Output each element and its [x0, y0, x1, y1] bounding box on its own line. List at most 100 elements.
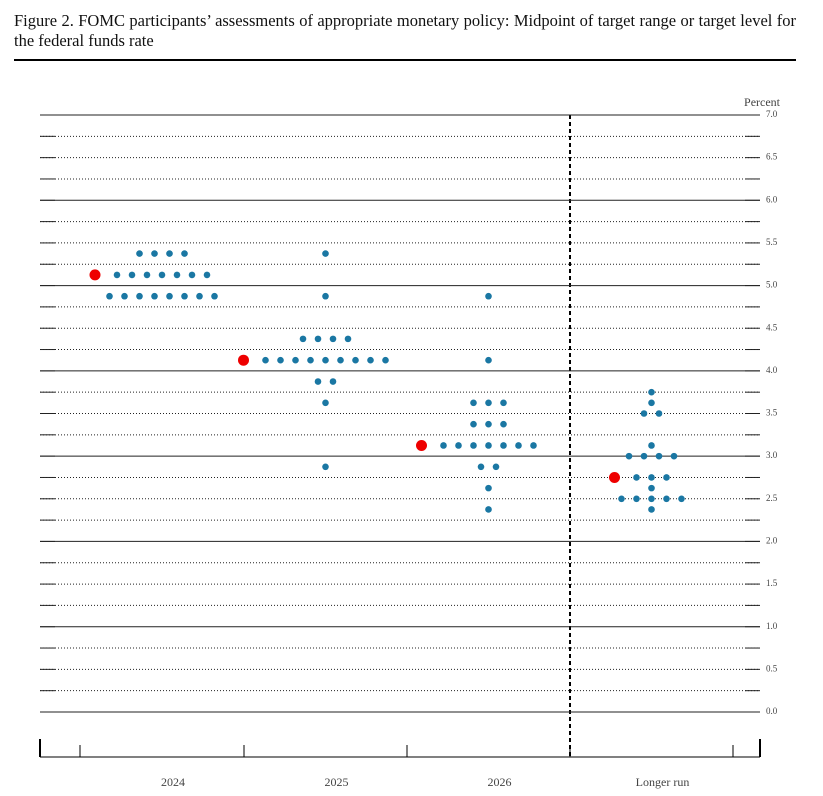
- participant-dot: [173, 271, 181, 279]
- participant-dot: [485, 420, 492, 428]
- participant-dot: [655, 452, 663, 460]
- participant-dot: [166, 292, 173, 300]
- y-tick-label: 7.0: [766, 109, 778, 119]
- participant-dot: [455, 442, 462, 449]
- participant-dot: [477, 463, 485, 471]
- x-tick-label: Longer run: [636, 775, 690, 789]
- median-dot: [238, 354, 249, 366]
- participant-dot: [470, 399, 477, 407]
- participant-dot: [329, 378, 337, 385]
- participant-dot: [322, 250, 329, 257]
- participant-dot: [299, 335, 307, 343]
- participant-dot: [322, 399, 329, 407]
- y-tick-label: 6.5: [766, 152, 778, 162]
- participant-dot: [640, 452, 648, 460]
- participant-dot: [485, 506, 492, 513]
- participant-dot: [136, 250, 143, 257]
- y-tick-label: 3.5: [766, 408, 778, 418]
- x-tick-label: 2026: [488, 775, 512, 789]
- participant-dot: [492, 463, 500, 471]
- participant-dot: [663, 495, 670, 503]
- participant-dot: [648, 484, 655, 492]
- participant-dot: [151, 292, 158, 300]
- participant-dot: [470, 420, 477, 428]
- participant-dot: [485, 292, 492, 300]
- median-dot: [416, 439, 427, 451]
- participant-dot: [530, 442, 537, 449]
- median-dot: [609, 471, 620, 483]
- participant-dot: [470, 442, 477, 449]
- y-tick-label: 5.5: [766, 237, 778, 247]
- participant-dot: [648, 495, 655, 503]
- y-tick-label: 6.0: [766, 194, 778, 204]
- participant-dot: [181, 250, 188, 257]
- participant-dot: [329, 335, 337, 343]
- participant-dot: [196, 292, 203, 300]
- participant-dot: [307, 356, 314, 364]
- participant-dot: [382, 356, 389, 364]
- participant-dot: [640, 410, 648, 417]
- participant-dot: [485, 356, 492, 364]
- participant-dot: [344, 335, 352, 343]
- y-tick-label: 4.5: [766, 322, 778, 332]
- participant-dot: [113, 271, 121, 279]
- participant-dot: [314, 335, 322, 343]
- participant-dot: [440, 442, 447, 449]
- participant-dot: [314, 378, 322, 385]
- participant-dot: [633, 474, 640, 481]
- participant-dot: [337, 356, 344, 364]
- participant-dot: [106, 292, 113, 300]
- participant-dot: [322, 463, 329, 471]
- participant-dot: [367, 356, 374, 364]
- participant-dot: [648, 506, 655, 513]
- participant-dot: [262, 356, 269, 364]
- participant-dot: [648, 442, 655, 449]
- participant-dot: [648, 388, 655, 396]
- chart-title: Figure 2. FOMC participants’ assessments…: [14, 11, 796, 61]
- y-axis-label: Percent: [744, 95, 781, 109]
- y-tick-label: 5.0: [766, 280, 778, 290]
- y-tick-label: 1.5: [766, 578, 778, 588]
- participant-dot: [625, 452, 633, 460]
- participant-dot: [166, 250, 173, 257]
- y-tick-label: 3.0: [766, 450, 778, 460]
- participant-dot: [663, 474, 670, 481]
- participant-dot: [485, 442, 492, 449]
- participant-dot: [203, 271, 211, 279]
- participant-dot: [143, 271, 151, 279]
- median-dot: [89, 269, 101, 281]
- participant-dot: [188, 271, 196, 279]
- participant-dot: [322, 356, 329, 364]
- participant-dot: [485, 484, 492, 492]
- participant-dot: [500, 420, 507, 428]
- participant-dot: [322, 292, 329, 300]
- y-tick-label: 4.0: [766, 365, 778, 375]
- participant-dot: [292, 356, 299, 364]
- y-tick-label: 0.5: [766, 663, 778, 673]
- participant-dot: [500, 399, 507, 407]
- participant-dot: [618, 495, 625, 503]
- participant-dot: [648, 474, 655, 481]
- y-tick-label: 0.0: [766, 706, 778, 716]
- participant-dot: [121, 292, 128, 300]
- participant-dot: [485, 399, 492, 407]
- participant-dot: [648, 399, 655, 407]
- participant-dot: [515, 442, 522, 449]
- participant-dot: [158, 271, 166, 279]
- y-tick-label: 1.0: [766, 621, 778, 631]
- y-tick-label: 2.5: [766, 493, 778, 503]
- participant-dot: [151, 250, 158, 257]
- participant-dot: [277, 356, 284, 364]
- participant-dot: [670, 452, 678, 460]
- participant-dot: [128, 271, 136, 279]
- participant-dot: [633, 495, 640, 503]
- participant-dot: [136, 292, 143, 300]
- x-tick-label: 2025: [325, 775, 349, 789]
- participant-dot: [655, 410, 663, 417]
- participant-dot: [678, 495, 685, 503]
- participant-dot: [352, 356, 359, 364]
- participant-dot: [181, 292, 188, 300]
- participant-dot: [500, 442, 507, 449]
